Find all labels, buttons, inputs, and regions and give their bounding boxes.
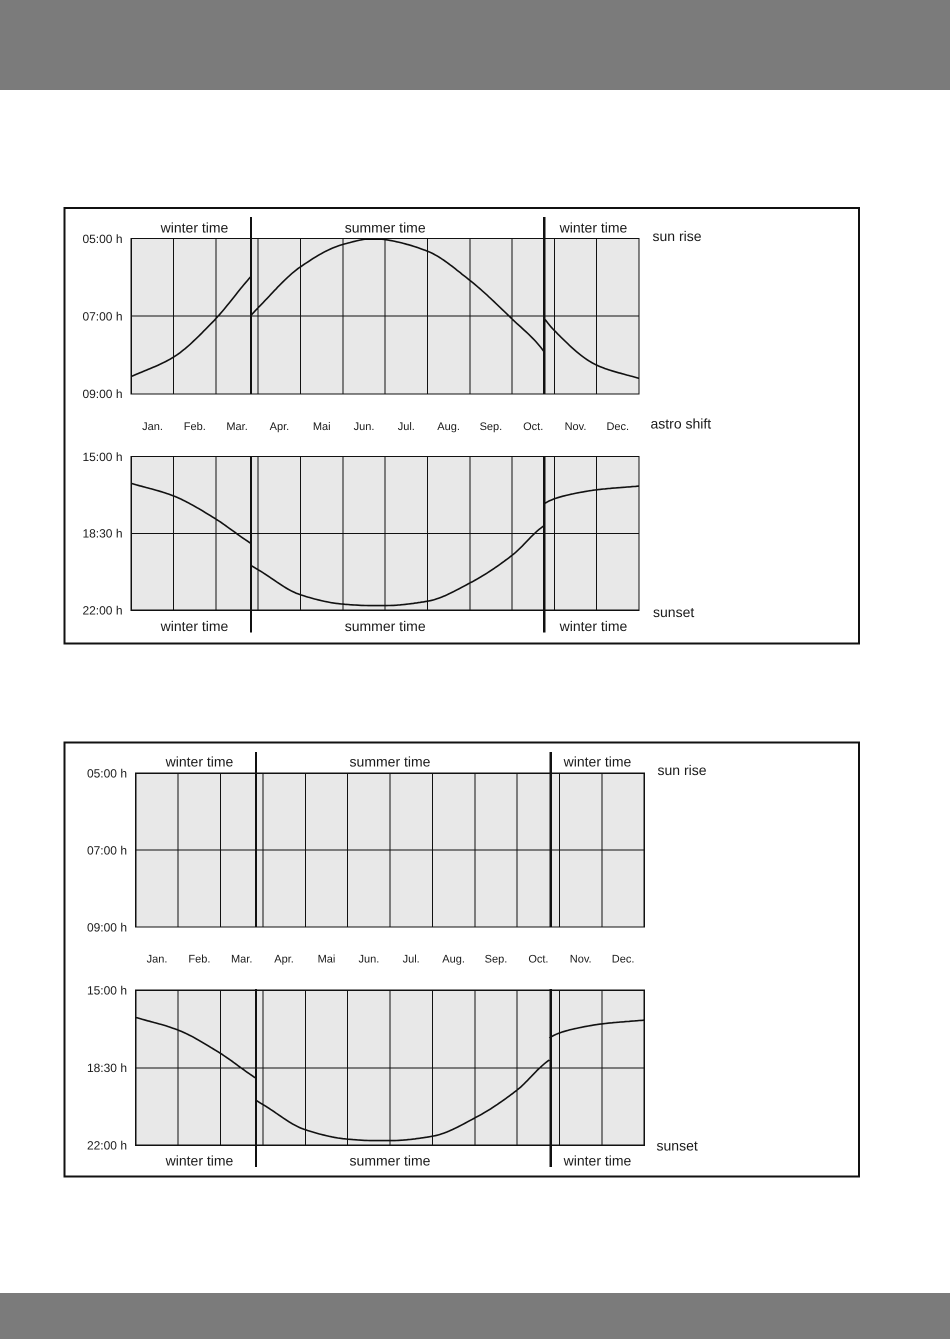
svg-text:Nov.: Nov. — [570, 953, 592, 965]
svg-text:Jun.: Jun. — [359, 953, 380, 965]
svg-text:18:30 h: 18:30 h — [87, 1061, 127, 1075]
svg-text:summer time: summer time — [345, 618, 426, 634]
svg-text:Dec.: Dec. — [606, 421, 629, 433]
svg-text:winter time: winter time — [165, 754, 234, 770]
svg-text:22:00 h: 22:00 h — [82, 604, 122, 618]
svg-text:18:30 h: 18:30 h — [82, 527, 122, 541]
svg-text:winter time: winter time — [563, 1153, 632, 1169]
svg-text:05:00 h: 05:00 h — [87, 767, 127, 781]
svg-text:winter time: winter time — [563, 754, 632, 770]
svg-text:15:00 h: 15:00 h — [82, 450, 122, 464]
svg-text:07:00 h: 07:00 h — [82, 309, 122, 323]
svg-text:Oct.: Oct. — [528, 953, 548, 965]
svg-text:Feb.: Feb. — [188, 953, 210, 965]
svg-text:summer time: summer time — [350, 754, 431, 770]
svg-text:Jun.: Jun. — [354, 421, 375, 433]
svg-text:Apr.: Apr. — [270, 421, 290, 433]
svg-text:Apr.: Apr. — [274, 953, 294, 965]
svg-text:22:00 h: 22:00 h — [87, 1139, 127, 1153]
svg-text:Aug.: Aug. — [442, 953, 465, 965]
svg-text:Sep.: Sep. — [485, 953, 508, 965]
svg-text:Jan.: Jan. — [142, 421, 163, 433]
svg-text:07:00 h: 07:00 h — [87, 844, 127, 858]
svg-text:astro shift: astro shift — [651, 416, 712, 432]
svg-text:Aug.: Aug. — [437, 421, 460, 433]
svg-text:sun rise: sun rise — [658, 762, 707, 778]
svg-text:Mar.: Mar. — [231, 953, 252, 965]
svg-text:Feb.: Feb. — [184, 421, 206, 433]
svg-text:09:00 h: 09:00 h — [82, 387, 122, 401]
svg-text:winter time: winter time — [160, 618, 229, 634]
svg-text:sunset: sunset — [657, 1138, 698, 1154]
svg-text:Mai: Mai — [318, 953, 336, 965]
svg-text:Sep.: Sep. — [480, 421, 503, 433]
svg-text:Nov.: Nov. — [565, 421, 587, 433]
svg-text:Mar.: Mar. — [226, 421, 247, 433]
svg-text:15:00 h: 15:00 h — [87, 984, 127, 998]
svg-text:winter time: winter time — [160, 219, 229, 235]
svg-text:Mai: Mai — [313, 421, 331, 433]
svg-text:winter time: winter time — [559, 618, 628, 634]
svg-text:Oct.: Oct. — [523, 421, 543, 433]
svg-text:sunset: sunset — [653, 604, 694, 620]
svg-text:Dec.: Dec. — [612, 953, 635, 965]
svg-text:Jul.: Jul. — [403, 953, 420, 965]
svg-text:Jul.: Jul. — [398, 421, 415, 433]
svg-text:sun rise: sun rise — [653, 228, 702, 244]
svg-text:05:00 h: 05:00 h — [82, 232, 122, 246]
svg-text:winter time: winter time — [165, 1153, 234, 1169]
svg-text:summer time: summer time — [350, 1153, 431, 1169]
svg-text:winter time: winter time — [559, 219, 628, 235]
svg-text:Jan.: Jan. — [147, 953, 168, 965]
svg-text:09:00 h: 09:00 h — [87, 921, 127, 935]
svg-text:summer time: summer time — [345, 219, 426, 235]
